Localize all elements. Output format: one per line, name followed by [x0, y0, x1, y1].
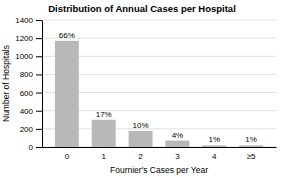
- tick: 200: [20, 125, 42, 134]
- tick: 2: [138, 152, 143, 161]
- tick: 1200: [15, 34, 42, 43]
- tick: ≥5: [247, 152, 256, 161]
- bars: [55, 41, 263, 147]
- tick-label: 4: [212, 152, 217, 161]
- annotation: 17%: [96, 110, 112, 119]
- tick-label: 1: [101, 152, 106, 161]
- tick: 0: [29, 143, 42, 152]
- grid: [42, 20, 276, 147]
- bar: [202, 145, 226, 147]
- tick: 800: [20, 70, 42, 79]
- tick-mark: [36, 93, 42, 94]
- axis-line: [43, 147, 277, 148]
- annotation: 1%: [208, 135, 220, 144]
- tick-label: 800: [20, 70, 34, 79]
- tick: 1400: [15, 16, 42, 25]
- bar: [92, 120, 116, 147]
- bar: [165, 141, 189, 147]
- tick: 400: [20, 107, 42, 116]
- annotations: 66% 17% 10% 4% 1% 1%: [59, 31, 257, 145]
- tick: 600: [20, 89, 42, 98]
- tick-label: 3: [175, 152, 180, 161]
- tick-mark: [36, 129, 42, 130]
- tick-mark: [36, 111, 42, 112]
- bar: [55, 41, 79, 147]
- tick-label: 2: [138, 152, 143, 161]
- annotation: 10%: [133, 121, 149, 130]
- tick-label: 0: [65, 152, 70, 161]
- tick-label: 200: [20, 125, 34, 134]
- tick-mark: [36, 56, 42, 57]
- tick-mark: [36, 38, 42, 39]
- tick: 4: [212, 152, 217, 161]
- tick-label: 0: [29, 143, 34, 152]
- tick-mark: [36, 20, 42, 21]
- axis-line: [42, 21, 43, 148]
- tick: 1: [101, 152, 106, 161]
- grid-line: [42, 38, 276, 39]
- y-axis: 0 200 400 600 800 1000 1200 1400: [15, 16, 42, 152]
- tick: 1000: [15, 52, 42, 61]
- tick-label: 400: [20, 107, 34, 116]
- annotation: 4%: [172, 131, 184, 140]
- tick-mark: [36, 74, 42, 75]
- annotation: 66%: [59, 31, 75, 40]
- tick-label: 1400: [15, 16, 33, 25]
- bar: [129, 131, 153, 147]
- tick-label: 600: [20, 89, 34, 98]
- plot: 66% 17% 10% 4% 1% 1% 0 1 2 3 4 ≥5 0 200 400 600 800 1000 1…: [15, 16, 276, 161]
- tick: 0: [65, 152, 70, 161]
- tick-mark: [36, 147, 42, 148]
- annotation: 1%: [245, 135, 257, 144]
- x-axis-title: Fournier's Cases per Year: [110, 165, 208, 175]
- tick-label: 1000: [15, 52, 33, 61]
- title: Distribution of Annual Cases per Hospita…: [48, 3, 236, 14]
- tick: 3: [175, 152, 180, 161]
- bar: [239, 145, 263, 147]
- grid-line: [42, 20, 276, 21]
- tick-label: ≥5: [247, 152, 256, 161]
- x-axis: 0 1 2 3 4 ≥5: [43, 148, 277, 161]
- chart: 66% 17% 10% 4% 1% 1% 0 1 2 3 4 ≥5 0 200 400 600 800 1000 1…: [0, 0, 284, 177]
- tick-label: 1200: [15, 34, 33, 43]
- y-axis-title: Number of Hospitals: [1, 45, 11, 122]
